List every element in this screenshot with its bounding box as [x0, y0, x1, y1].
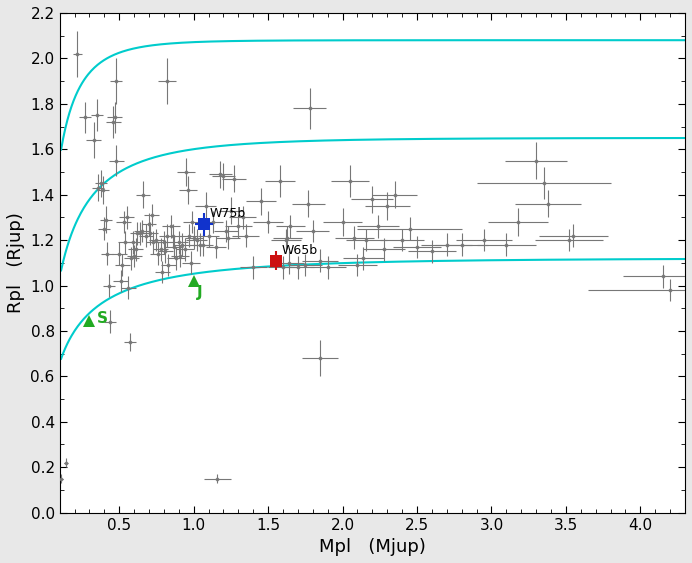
Y-axis label: Rpl   (Rjup): Rpl (Rjup) — [7, 212, 25, 313]
Text: W65b: W65b — [282, 244, 318, 257]
Text: W75b: W75b — [210, 207, 246, 220]
Text: S: S — [97, 311, 108, 327]
Text: J: J — [197, 285, 202, 300]
X-axis label: Mpl   (Mjup): Mpl (Mjup) — [319, 538, 426, 556]
